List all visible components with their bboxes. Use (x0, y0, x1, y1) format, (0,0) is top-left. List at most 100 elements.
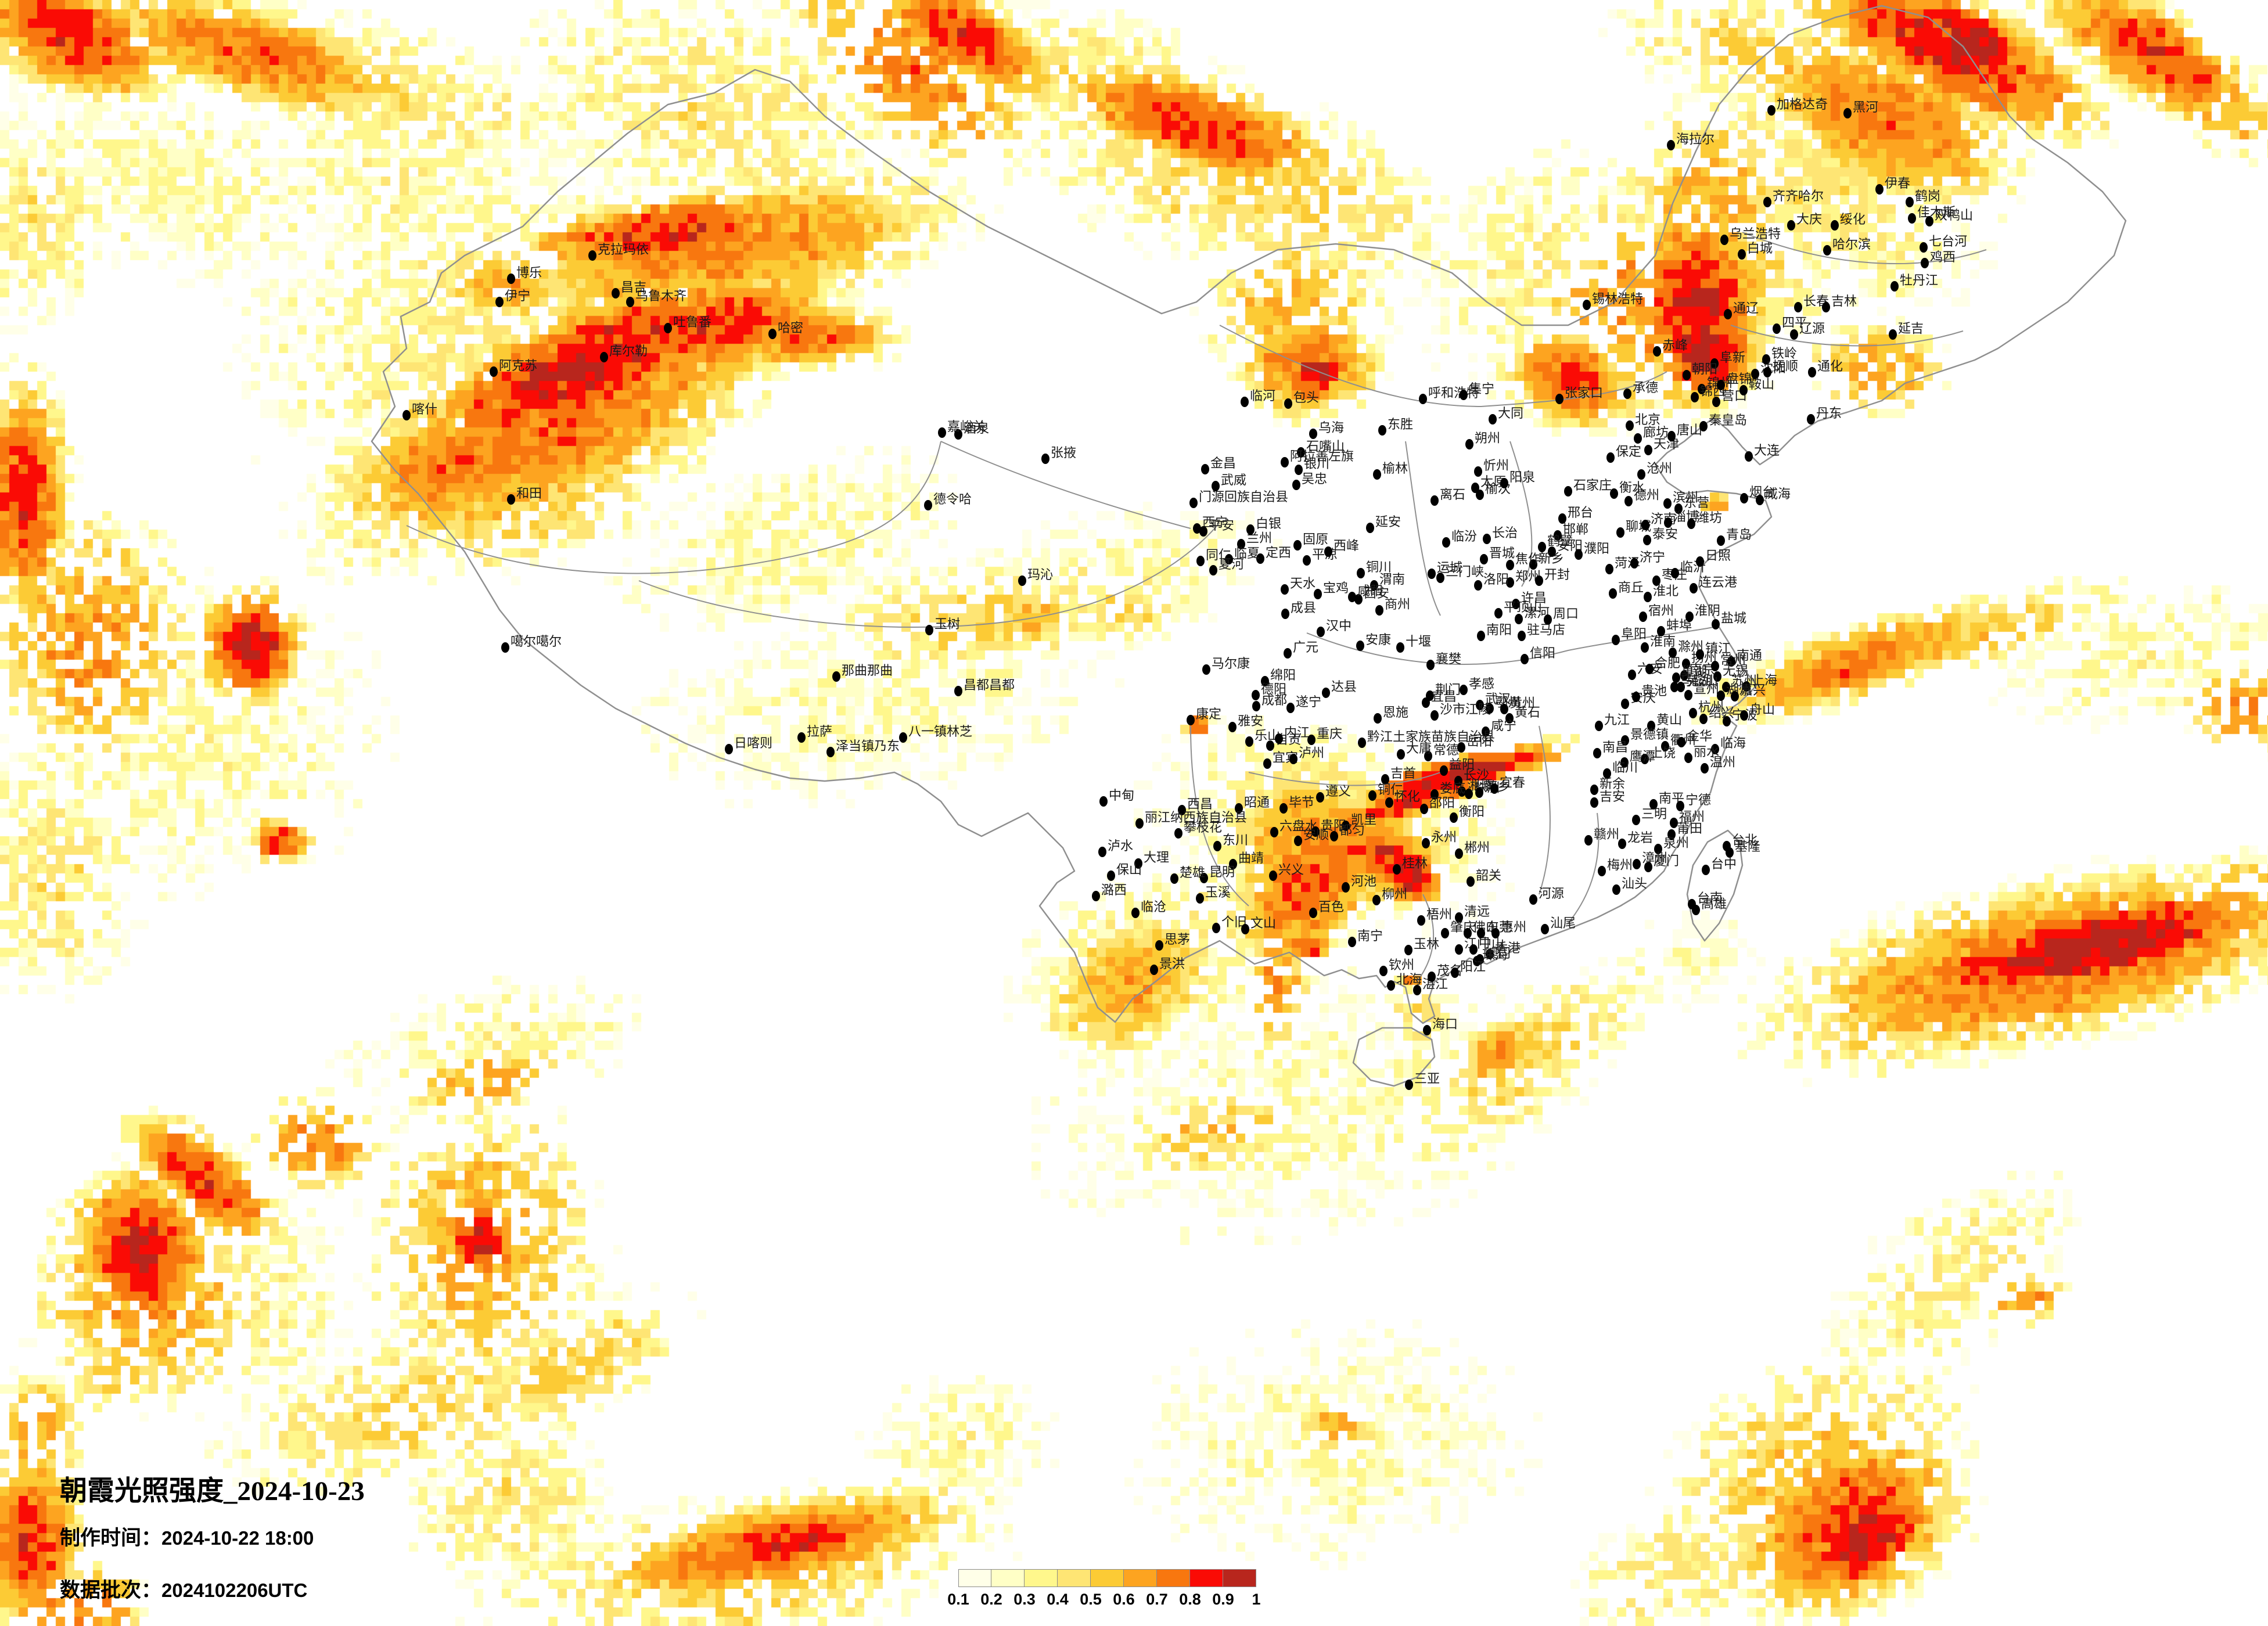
city-dot-icon (954, 686, 962, 696)
city-label: 八一镇林芝 (908, 724, 973, 739)
city-label: 大连 (1754, 443, 1780, 458)
city-label: 双鸭山 (1935, 208, 1974, 222)
city-dot-icon (1717, 690, 1725, 701)
city-label: 三门峡 (1446, 564, 1485, 579)
city-dot-icon (612, 288, 620, 298)
city-label: 延安 (1375, 515, 1401, 529)
city-label: 连云港 (1699, 575, 1738, 589)
city-dot-icon (1228, 722, 1237, 732)
city-dot-icon (1727, 656, 1735, 667)
city-dot-icon (768, 329, 777, 339)
city-dot-icon (1187, 715, 1195, 725)
city-label: 北京 (1635, 412, 1661, 427)
city-dot-icon (1018, 575, 1026, 586)
city-label: 南阳 (1486, 623, 1512, 637)
city-label: 济宁 (1640, 550, 1666, 564)
legend-tick-label: 0.1 (947, 1591, 969, 1608)
city-dot-icon (490, 366, 498, 377)
city-dot-icon (1680, 670, 1688, 681)
city-label: 惠州 (1501, 920, 1527, 934)
city-label: 澳门 (1485, 946, 1511, 961)
city-dot-icon (1450, 812, 1458, 823)
city-dot-icon (1595, 721, 1603, 731)
city-dot-icon (1405, 1080, 1413, 1090)
city-label: 加格达奇 (1777, 97, 1828, 111)
city-label: 思茅 (1164, 932, 1191, 947)
city-dot-icon (1284, 398, 1292, 409)
city-label: 包头 (1293, 390, 1320, 405)
city-label: 锡林浩特 (1592, 292, 1644, 306)
city-dot-icon (954, 429, 962, 440)
city-label: 金昌 (1210, 456, 1237, 470)
city-dot-icon (1515, 614, 1523, 624)
city-dot-icon (1691, 392, 1699, 402)
city-dot-icon (1717, 535, 1725, 546)
city-dot-icon (1098, 847, 1106, 857)
city-dot-icon (1464, 928, 1472, 938)
city-dot-icon (1423, 1025, 1431, 1035)
city-dot-icon (1491, 928, 1500, 938)
city-label: 哈密 (778, 321, 804, 335)
city-label: 恩施 (1383, 705, 1409, 720)
city-dot-icon (1731, 691, 1739, 702)
city-dot-icon (1486, 703, 1494, 714)
city-label: 洛阳 (1483, 572, 1509, 587)
city-label: 黄山 (1656, 713, 1683, 727)
city-label: 同仁 (1206, 548, 1232, 562)
city-dot-icon (1667, 431, 1676, 441)
city-label: 基隆 (1735, 839, 1761, 854)
city-dot-icon (1270, 827, 1278, 837)
city-dot-icon (1378, 425, 1386, 436)
city-dot-icon (1684, 690, 1692, 700)
city-dot-icon (1512, 599, 1520, 609)
city-dot-icon (1505, 713, 1514, 724)
legend-swatch-3 (1025, 1569, 1058, 1587)
city-label: 集宁 (1469, 382, 1495, 396)
city-dot-icon (1489, 414, 1497, 425)
city-label: 昌都昌都 (964, 678, 1015, 692)
city-dot-icon (1281, 584, 1289, 595)
city-label: 固原 (1303, 532, 1329, 546)
city-dot-icon (1529, 894, 1537, 905)
city-dot-icon (1397, 749, 1405, 760)
city-label: 百色 (1318, 900, 1345, 914)
city-label: 吴忠 (1302, 472, 1328, 486)
city-dot-icon (1762, 354, 1770, 365)
city-dot-icon (1690, 583, 1698, 593)
city-label: 铁岭 (1771, 346, 1798, 361)
city-label: 达县 (1331, 679, 1357, 694)
city-dot-icon (1621, 735, 1629, 746)
city-dot-icon (1670, 818, 1678, 828)
city-dot-icon (1621, 699, 1629, 709)
legend-tick-label: 0.8 (1179, 1591, 1201, 1608)
city-dot-icon (1763, 197, 1771, 207)
city-label: 中山 (1479, 936, 1505, 951)
city-dot-icon (1713, 671, 1721, 682)
city-dot-icon (1702, 865, 1710, 875)
city-label: 常德 (1433, 743, 1460, 757)
city-dot-icon (1374, 713, 1382, 724)
city-label: 香港 (1495, 941, 1521, 955)
city-dot-icon (1422, 697, 1430, 708)
legend-swatch-6 (1124, 1569, 1157, 1587)
city-dot-icon (1201, 464, 1209, 474)
city-label: 新乡 (1539, 551, 1565, 566)
city-label: 嘉峪关 (947, 419, 986, 434)
city-label: 大庆 (1796, 212, 1823, 226)
city-dot-icon (1645, 664, 1654, 674)
city-label: 青岛 (1726, 527, 1752, 542)
legend-tick-label: 0.7 (1146, 1591, 1168, 1608)
city-label: 黄石 (1515, 705, 1541, 720)
city-label: 日喀则 (734, 736, 773, 750)
city-label: 成县 (1291, 600, 1317, 615)
city-label: 朝阳 (1692, 362, 1718, 376)
city-label: 西峰 (1334, 538, 1360, 553)
city-label: 龙岩 (1627, 830, 1654, 845)
city-label: 马尔康 (1212, 656, 1250, 671)
city-dot-icon (1266, 740, 1274, 751)
city-label: 德阳 (1261, 682, 1287, 696)
city-dot-icon (1297, 447, 1305, 458)
city-label: 绥化 (1840, 212, 1866, 226)
city-dot-icon (1672, 672, 1680, 683)
